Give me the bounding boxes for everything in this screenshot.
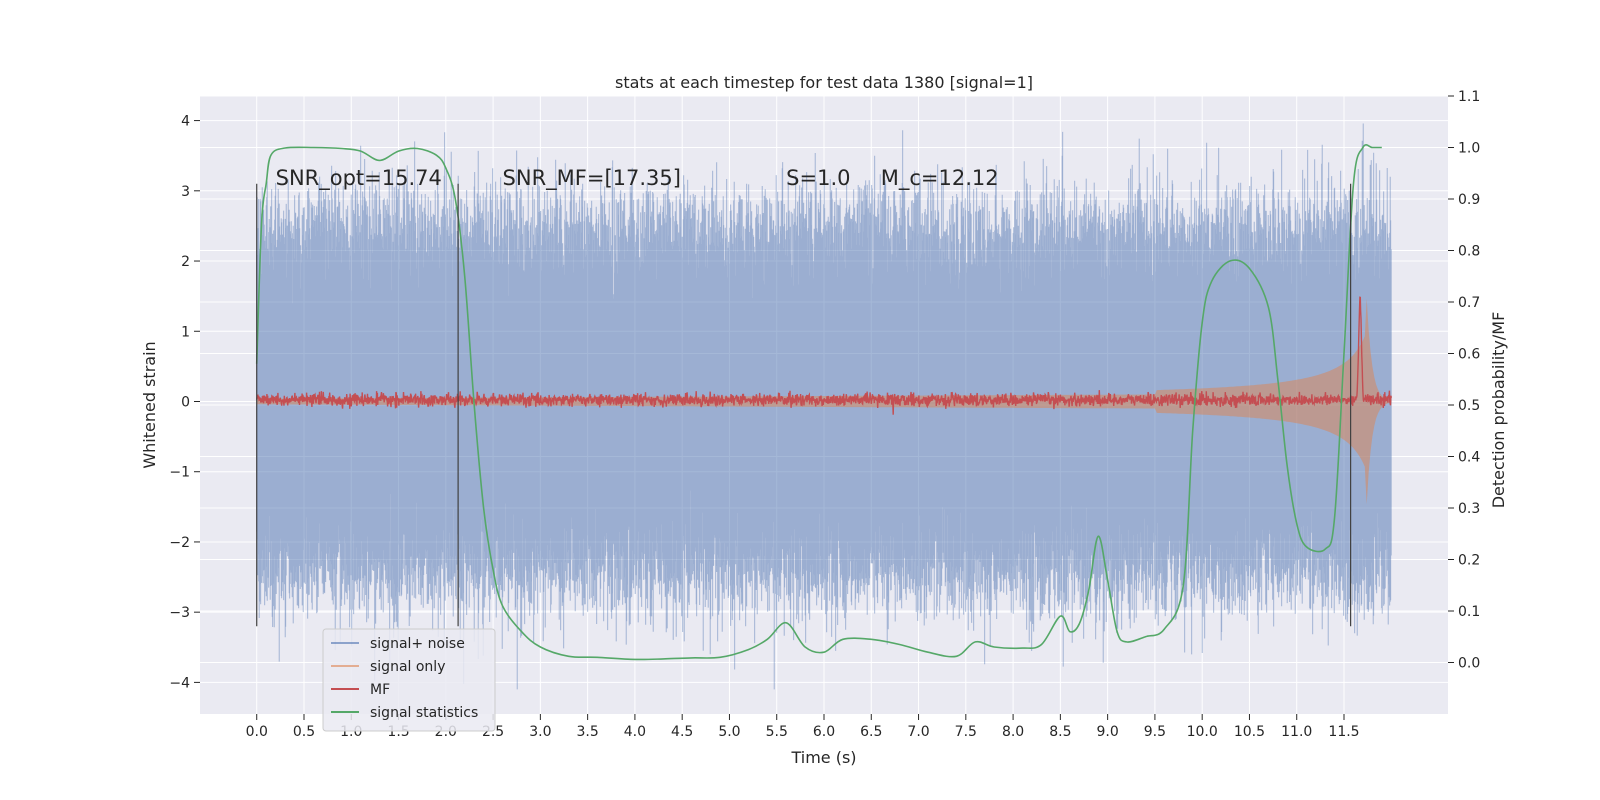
x-tick-label: 6.5: [860, 724, 882, 740]
x-tick-label: 10.5: [1234, 724, 1265, 740]
y-tick-label: −4: [169, 675, 190, 691]
x-tick-label: 0.0: [246, 724, 268, 740]
y2-tick-label: 0.5: [1458, 398, 1480, 414]
y2-tick-label: 1.1: [1458, 89, 1480, 105]
y-tick-label: 1: [181, 324, 190, 340]
x-tick-label: 9.0: [1097, 724, 1119, 740]
x-tick-label: 11.5: [1328, 724, 1359, 740]
annotations: SNR_opt=15.74 SNR_MF=[17.35] S=1.0 M_c=12.1…: [276, 166, 999, 191]
legend-label: MF: [370, 682, 390, 698]
legend: signal+ noise signal only MF signal statist…: [322, 628, 496, 732]
y2-tick-label: 1.0: [1458, 141, 1480, 157]
y-tick-label: 2: [181, 254, 190, 270]
x-tick-label: 11.0: [1281, 724, 1312, 740]
y2-axis-label: Detection probability/MF: [1489, 312, 1508, 509]
y2-tick-label: 0.1: [1458, 604, 1480, 620]
annotation-text: S=1.0: [786, 166, 850, 190]
x-tick-label: 6.0: [813, 724, 835, 740]
y2-tick-label: 0.7: [1458, 295, 1480, 311]
annotation-text: SNR_MF=[17.35]: [503, 166, 681, 191]
legend-box: [322, 628, 496, 732]
y-tick-label: −3: [169, 605, 190, 621]
y-axis-label: Whitened strain: [140, 341, 159, 468]
mf-series: [256, 296, 1392, 415]
annotation-text: SNR_opt=15.74: [276, 166, 442, 191]
x-tick-label: 7.0: [907, 724, 929, 740]
chart-title: stats at each timestep for test data 138…: [615, 73, 1033, 92]
vertical-markers: [256, 183, 1352, 627]
y2-tick-label: 0.6: [1458, 347, 1480, 363]
legend-label: signal only: [370, 659, 445, 675]
legend-label: signal+ noise: [370, 636, 465, 652]
annotation-text: M_c=12.12: [881, 166, 999, 191]
x-tick-label: 8.0: [1002, 724, 1024, 740]
legend-label: signal statistics: [370, 705, 478, 721]
series-layer: [255, 123, 1392, 690]
x-tick-label: 3.0: [529, 724, 551, 740]
y2-tick-label: 0.9: [1458, 192, 1480, 208]
y2-tick-label: 0.3: [1458, 501, 1480, 517]
axes: 0.0 0.5 1.0 1.5 2.0 2.5 3.0 3.5 4.0 4.5 5.0 5.5 6.0 6…: [169, 89, 1480, 740]
x-tick-label: 7.5: [955, 724, 977, 740]
x-tick-label: 0.5: [293, 724, 315, 740]
y-tick-label: 3: [181, 184, 190, 200]
x-tick-label: 5.5: [766, 724, 788, 740]
x-tick-label: 4.5: [671, 724, 693, 740]
x-tick-label: 5.0: [718, 724, 740, 740]
x-tick-label: 3.5: [577, 724, 599, 740]
y-tick-label: 4: [181, 114, 190, 130]
x-tick-label: 9.5: [1144, 724, 1166, 740]
x-tick-label: 8.5: [1049, 724, 1071, 740]
y2-tick-label: 0.2: [1458, 553, 1480, 569]
y2-tick-label: 0.8: [1458, 244, 1480, 260]
x-tick-label: 4.0: [624, 724, 646, 740]
y2-tick-label: 0.0: [1458, 656, 1480, 672]
y-tick-label: 0: [181, 394, 190, 410]
y2-tick-label: 0.4: [1458, 450, 1480, 466]
y-tick-label: −1: [169, 465, 190, 481]
x-tick-label: 10.0: [1187, 724, 1218, 740]
signal-statistics-series: [255, 144, 1382, 661]
x-axis-label: Time (s): [790, 748, 856, 767]
y-tick-label: −2: [169, 535, 190, 551]
